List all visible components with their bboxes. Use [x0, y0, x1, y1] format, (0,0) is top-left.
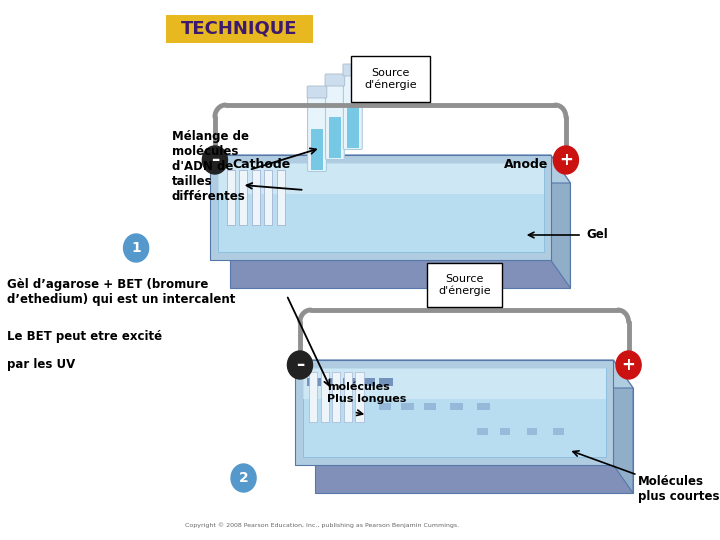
FancyBboxPatch shape: [302, 368, 606, 457]
FancyBboxPatch shape: [276, 170, 284, 225]
FancyBboxPatch shape: [344, 372, 352, 422]
FancyBboxPatch shape: [210, 155, 551, 260]
FancyBboxPatch shape: [307, 86, 327, 98]
Text: Molécules
plus courtes: Molécules plus courtes: [637, 475, 719, 503]
Text: Mélange de
molécules
d'ADN de
tailles
différentes: Mélange de molécules d'ADN de tailles di…: [172, 130, 249, 203]
FancyBboxPatch shape: [500, 428, 510, 435]
FancyBboxPatch shape: [379, 378, 393, 386]
Circle shape: [287, 351, 312, 379]
FancyBboxPatch shape: [295, 360, 613, 465]
Text: Gèl d’agarose + BET (bromure
d’ethedium) qui est un intercalent: Gèl d’agarose + BET (bromure d’ethedium)…: [7, 278, 235, 306]
FancyBboxPatch shape: [217, 163, 544, 252]
FancyBboxPatch shape: [230, 183, 570, 288]
FancyBboxPatch shape: [346, 107, 359, 148]
FancyBboxPatch shape: [251, 170, 260, 225]
Text: Cathode: Cathode: [233, 159, 291, 172]
Text: –: –: [296, 356, 304, 374]
FancyBboxPatch shape: [451, 403, 463, 410]
FancyBboxPatch shape: [356, 372, 364, 422]
Polygon shape: [551, 155, 570, 288]
FancyBboxPatch shape: [307, 93, 326, 172]
Polygon shape: [295, 360, 633, 388]
FancyBboxPatch shape: [239, 170, 247, 225]
FancyBboxPatch shape: [343, 64, 363, 76]
Text: par les UV: par les UV: [7, 358, 76, 371]
Text: Gel: Gel: [587, 228, 608, 241]
FancyBboxPatch shape: [343, 378, 357, 386]
FancyBboxPatch shape: [343, 71, 362, 150]
FancyBboxPatch shape: [423, 403, 436, 410]
Text: 1: 1: [131, 241, 141, 255]
FancyBboxPatch shape: [166, 15, 313, 43]
FancyBboxPatch shape: [379, 403, 391, 410]
FancyBboxPatch shape: [302, 368, 606, 399]
Text: TECHNIQUE: TECHNIQUE: [181, 20, 298, 38]
Text: –: –: [211, 151, 219, 169]
Text: +: +: [621, 356, 636, 374]
Text: Copyright © 2008 Pearson Education, Inc., publishing as Pearson Benjamin Cumming: Copyright © 2008 Pearson Education, Inc.…: [185, 522, 459, 528]
FancyBboxPatch shape: [325, 378, 339, 386]
FancyBboxPatch shape: [477, 403, 490, 410]
Polygon shape: [613, 360, 633, 493]
Text: Anode: Anode: [503, 159, 548, 172]
FancyBboxPatch shape: [328, 117, 341, 158]
FancyBboxPatch shape: [264, 170, 272, 225]
FancyBboxPatch shape: [227, 170, 235, 225]
Circle shape: [124, 234, 148, 262]
FancyBboxPatch shape: [427, 263, 502, 307]
Polygon shape: [210, 155, 570, 183]
FancyBboxPatch shape: [217, 163, 544, 194]
FancyBboxPatch shape: [307, 378, 321, 386]
Text: +: +: [559, 151, 573, 169]
FancyBboxPatch shape: [526, 428, 537, 435]
Text: molécules
Plus longues: molécules Plus longues: [327, 382, 406, 403]
Text: Source
d'énergie: Source d'énergie: [364, 68, 417, 90]
Text: Source
d'énergie: Source d'énergie: [438, 274, 490, 296]
Circle shape: [231, 464, 256, 492]
FancyBboxPatch shape: [361, 378, 375, 386]
FancyBboxPatch shape: [311, 129, 323, 170]
FancyBboxPatch shape: [332, 372, 341, 422]
FancyBboxPatch shape: [351, 56, 431, 102]
FancyBboxPatch shape: [325, 82, 344, 159]
FancyBboxPatch shape: [325, 74, 345, 86]
Circle shape: [616, 351, 641, 379]
Circle shape: [202, 146, 228, 174]
FancyBboxPatch shape: [401, 403, 414, 410]
FancyBboxPatch shape: [309, 372, 317, 422]
Circle shape: [554, 146, 578, 174]
FancyBboxPatch shape: [315, 388, 633, 493]
FancyBboxPatch shape: [320, 372, 328, 422]
FancyBboxPatch shape: [477, 428, 488, 435]
Text: 2: 2: [238, 471, 248, 485]
FancyBboxPatch shape: [554, 428, 564, 435]
Text: Le BET peut etre excité: Le BET peut etre excité: [7, 330, 162, 343]
